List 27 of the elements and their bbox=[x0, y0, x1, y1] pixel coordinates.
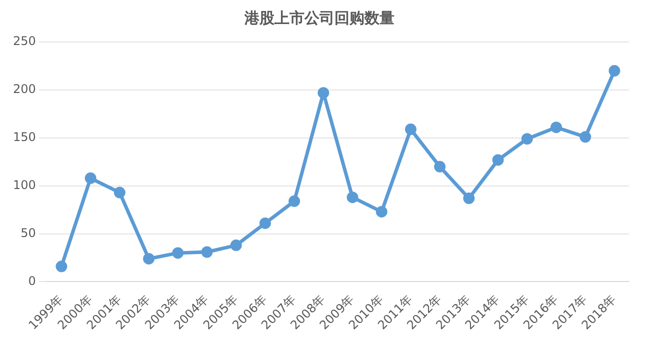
point bbox=[608, 65, 620, 77]
chart-title: 港股上市公司回购数量 bbox=[244, 8, 394, 27]
point bbox=[84, 172, 96, 184]
y-tick-label: 50 bbox=[20, 226, 36, 240]
y-tick-label: 150 bbox=[13, 130, 36, 144]
point bbox=[56, 260, 68, 272]
point bbox=[346, 192, 358, 204]
point bbox=[463, 192, 475, 204]
point bbox=[172, 247, 184, 259]
point bbox=[521, 133, 533, 145]
point bbox=[550, 122, 562, 134]
point bbox=[580, 131, 592, 143]
point bbox=[114, 186, 126, 198]
point bbox=[318, 87, 330, 99]
point bbox=[259, 217, 271, 229]
point bbox=[201, 246, 213, 258]
point bbox=[434, 160, 446, 172]
y-tick-label: 0 bbox=[28, 274, 36, 288]
point bbox=[404, 124, 416, 136]
point bbox=[492, 154, 504, 166]
point bbox=[143, 252, 155, 264]
y-tick-label: 200 bbox=[13, 82, 36, 96]
y-tick-label: 100 bbox=[13, 178, 36, 192]
y-tick-label: 250 bbox=[13, 34, 36, 48]
point bbox=[288, 195, 300, 207]
point bbox=[230, 240, 242, 252]
point bbox=[376, 206, 388, 218]
